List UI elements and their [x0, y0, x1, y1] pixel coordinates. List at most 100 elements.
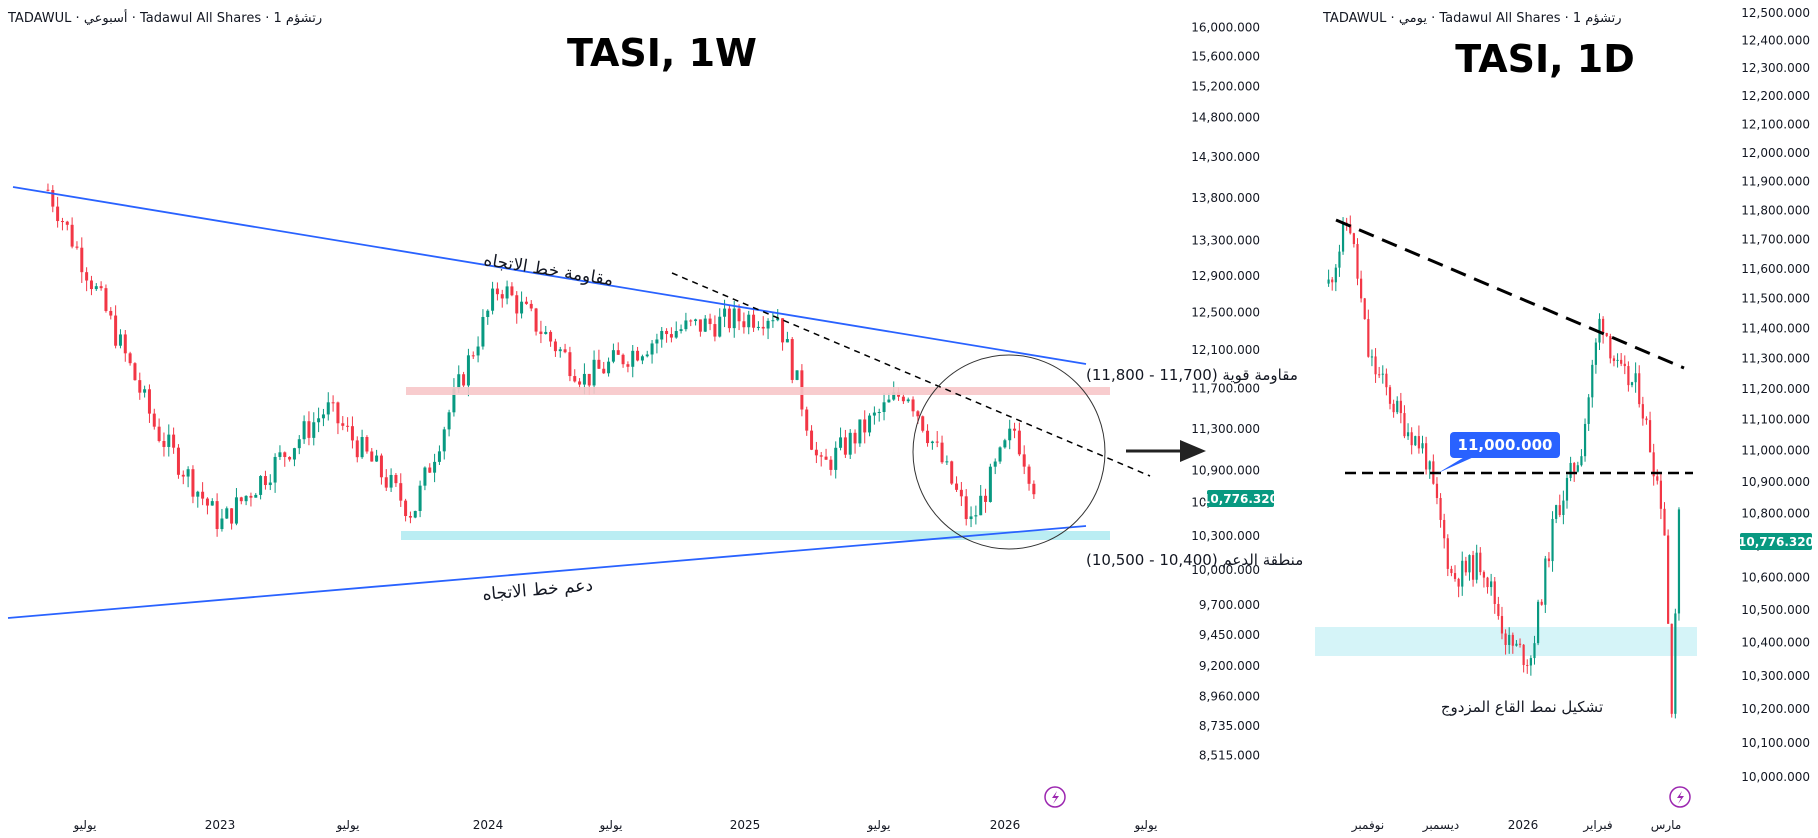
- candle: [1450, 565, 1453, 577]
- candle: [331, 395, 335, 412]
- candle: [109, 307, 113, 320]
- candle: [176, 444, 180, 479]
- y-tick-label: 12,300.000: [1741, 61, 1810, 75]
- candle: [500, 289, 504, 308]
- trend-resistance-label: مقاومة خط الاتجاه: [482, 250, 615, 290]
- candle: [283, 451, 287, 467]
- candle: [1482, 570, 1486, 588]
- candle: [99, 281, 103, 291]
- candle: [230, 508, 234, 530]
- candle: [1677, 507, 1681, 621]
- trend-support-line: [7, 525, 1087, 619]
- candle: [162, 432, 166, 457]
- candle: [1504, 629, 1507, 655]
- candle: [447, 409, 451, 437]
- y-tick-label: 11,000.000: [1741, 444, 1810, 458]
- candle: [379, 453, 383, 485]
- candle: [1338, 244, 1341, 277]
- arrow-icon: [1126, 440, 1206, 462]
- x-tick-label: 2025: [730, 818, 761, 832]
- candle: [1551, 511, 1554, 572]
- right-price-tag: 10,776.320: [1738, 533, 1814, 550]
- candle: [1656, 469, 1659, 485]
- candle: [495, 282, 499, 301]
- candle: [747, 310, 751, 335]
- y-tick-label: 11,200.000: [1741, 382, 1810, 396]
- candle: [1565, 474, 1569, 509]
- y-tick-label: 11,600.000: [1741, 262, 1810, 276]
- candle: [1555, 504, 1558, 524]
- left-lightning-icon[interactable]: [1044, 786, 1066, 808]
- candle: [621, 353, 625, 368]
- candle: [1544, 555, 1547, 613]
- candle: [157, 418, 161, 443]
- y-tick-label: 10,900.000: [1741, 475, 1810, 489]
- x-tick-label: نوفمبر: [1351, 818, 1384, 833]
- y-tick-label: 16,000.000: [1191, 20, 1260, 34]
- x-tick-label: 2024: [473, 818, 504, 832]
- y-tick-label: 10,400.000: [1741, 636, 1810, 650]
- candle: [553, 338, 557, 357]
- y-tick-label: 11,700.000: [1191, 382, 1260, 396]
- right-dashed-trendline: [1335, 218, 1685, 370]
- candle: [147, 384, 151, 423]
- candle: [636, 346, 640, 362]
- candle: [1558, 494, 1561, 518]
- candle: [993, 458, 997, 475]
- candle: [462, 371, 466, 387]
- candle: [573, 369, 577, 383]
- candle: [365, 435, 369, 454]
- candle: [1471, 550, 1475, 587]
- y-tick-label: 9,200.000: [1199, 659, 1260, 673]
- candle: [819, 451, 823, 467]
- candle: [1518, 638, 1522, 648]
- candle: [810, 425, 814, 451]
- candle: [172, 427, 176, 454]
- left-candles: [46, 183, 1036, 537]
- candle: [1331, 277, 1334, 291]
- candle: [1378, 366, 1381, 379]
- candle: [317, 407, 321, 433]
- candle: [558, 346, 562, 358]
- x-tick-label: فبراير: [1582, 818, 1612, 833]
- candle: [244, 495, 248, 506]
- candle: [790, 337, 794, 384]
- candle: [1479, 547, 1482, 576]
- candle: [1580, 449, 1583, 467]
- x-tick-label: يوليو: [335, 818, 359, 833]
- candle: [89, 275, 93, 296]
- candle: [626, 361, 630, 373]
- y-tick-label: 10,000.000: [1191, 563, 1260, 577]
- candle: [94, 283, 98, 291]
- candle: [752, 309, 756, 332]
- candle: [1536, 599, 1540, 646]
- y-tick-label: 12,200.000: [1741, 89, 1810, 103]
- candle: [766, 318, 770, 340]
- candle: [1547, 552, 1551, 568]
- candle: [1569, 456, 1572, 482]
- candle: [1453, 565, 1457, 582]
- right-lightning-icon[interactable]: [1669, 786, 1691, 808]
- candle: [191, 465, 195, 504]
- candle: [1352, 232, 1355, 248]
- y-tick-label: 10,300.000: [1191, 529, 1260, 543]
- candle: [1403, 405, 1406, 439]
- candle: [631, 344, 635, 378]
- left-y-axis: 16,000.000 15,600.000 15,200.000 14,800.000…: [1191, 20, 1260, 762]
- candle: [834, 441, 838, 479]
- candle: [727, 305, 731, 333]
- candle: [143, 385, 147, 398]
- right-y-axis: 12,500.000 12,400.000 12,300.000 12,200.000…: [1741, 6, 1810, 784]
- y-tick-label: 10,900.000: [1191, 463, 1260, 477]
- candle: [292, 447, 296, 467]
- candle: [969, 506, 973, 528]
- candle: [1497, 596, 1500, 620]
- candle: [708, 313, 712, 331]
- candle: [1013, 422, 1017, 439]
- candle: [1432, 454, 1435, 485]
- candle: [524, 296, 528, 305]
- y-tick-label: 12,100.000: [1191, 343, 1260, 357]
- svg-text:11,000.000: 11,000.000: [1458, 436, 1553, 454]
- right-title: TASI, 1D: [1455, 37, 1635, 81]
- candle: [312, 412, 316, 446]
